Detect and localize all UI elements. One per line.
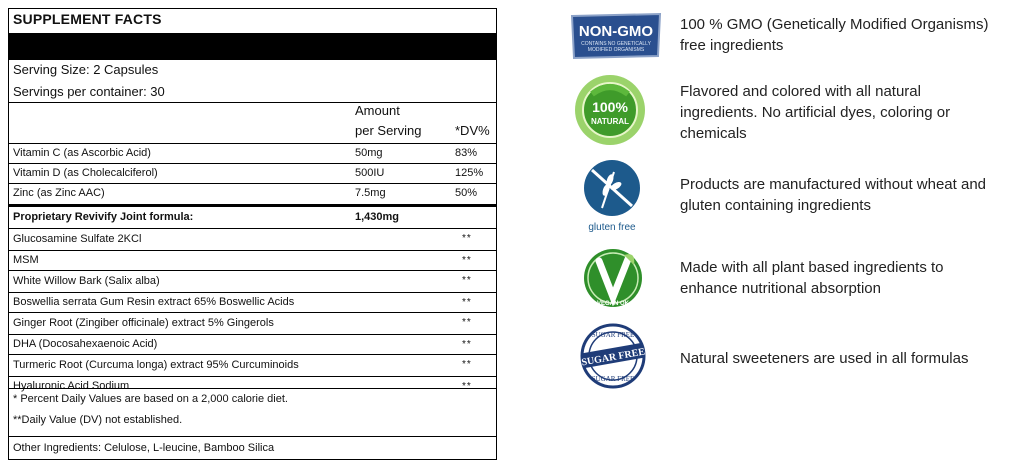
nutrient-name: Zinc (as Zinc AAC) [13, 187, 105, 199]
table-row: MSM ** [9, 250, 496, 270]
table-row: Zinc (as Zinc AAC) 7.5mg 50% [9, 183, 496, 203]
ingredient-name: Turmeric Root (Curcuma longa) extract 95… [13, 359, 299, 371]
ingredient-name: Ginger Root (Zingiber officinale) extrac… [13, 317, 274, 329]
table-row: White Willow Bark (Salix alba) ** [9, 270, 496, 292]
feature-line: enhance nutritional absorption [680, 280, 881, 297]
servings-per-container: Servings per container: 30 [13, 84, 165, 99]
feature-sugar-free: Natural sweeteners are used in all formu… [680, 348, 1020, 369]
ingredient-dv: ** [462, 255, 472, 266]
nutrient-name: Vitamin D (as Cholecalciferol) [13, 167, 158, 179]
feature-gluten-free: Products are manufactured without wheat … [680, 174, 1020, 216]
feature-line: gluten containing ingredients [680, 197, 871, 214]
ingredient-dv: ** [462, 359, 472, 370]
nutrient-dv: 83% [455, 147, 478, 159]
ingredient-name: White Willow Bark (Salix alba) [13, 275, 160, 287]
sugar-free-icon: SUGAR FREE SUGAR FREE SUGAR FREE [578, 322, 648, 390]
table-row: Glucosamine Sulfate 2KCl ** [9, 228, 496, 250]
table-row: Boswellia serrata Gum Resin extract 65% … [9, 292, 496, 312]
nutrient-dv: 50% [455, 187, 478, 199]
feature-line: Made with all plant based ingredients to [680, 259, 944, 276]
blend-amount: 1,430mg [355, 211, 400, 223]
feature-line: free ingredients [680, 37, 784, 54]
vegan-icon: VEGAN OK [582, 243, 644, 313]
feature-line: Flavored and colored with all natural [680, 83, 921, 100]
ingredient-name: Hyaluronic Acid Sodium [13, 380, 130, 392]
nutrient-amount: 50mg [355, 147, 383, 159]
ingredient-dv: ** [462, 381, 472, 392]
feature-line: 100 % GMO (Genetically Modified Organism… [680, 16, 989, 33]
svg-text:100%: 100% [592, 99, 628, 115]
feature-vegan: Made with all plant based ingredients to… [680, 257, 1020, 299]
divider [9, 102, 496, 103]
ingredient-name: DHA (Docosahexaenoic Acid) [13, 338, 158, 350]
ingredient-dv: ** [462, 339, 472, 350]
amount-header: Amount [355, 103, 400, 118]
svg-text:CONTAINS NO GENETICALLY: CONTAINS NO GENETICALLY [581, 41, 651, 47]
non-gmo-icon: NON-GMO CONTAINS NO GENETICALLY MODIFIED… [568, 10, 664, 62]
blend-header-row: Proprietary Revivify Joint formula: 1,43… [9, 204, 496, 226]
footnote-dv: * Percent Daily Values are based on a 2,… [13, 393, 288, 405]
other-ingredients: Other Ingredients: Celulose, L-leucine, … [13, 442, 275, 454]
svg-text:MODIFIED ORGANISMS: MODIFIED ORGANISMS [588, 47, 645, 53]
ingredient-name: Glucosamine Sulfate 2KCl [13, 233, 142, 245]
divider [9, 436, 496, 437]
ingredient-name: MSM [13, 254, 39, 266]
svg-text:SUGAR FREE: SUGAR FREE [592, 331, 635, 339]
feature-line: ingredients. No artificial dyes, colorin… [680, 104, 951, 121]
ingredient-dv: ** [462, 317, 472, 328]
svg-text:VEGAN OK: VEGAN OK [597, 301, 630, 307]
feature-non-gmo: 100 % GMO (Genetically Modified Organism… [680, 14, 1020, 56]
facts-title: SUPPLEMENT FACTS [13, 11, 162, 27]
table-row: Hyaluronic Acid Sodium ** [9, 376, 496, 396]
ingredient-dv: ** [462, 297, 472, 308]
ingredient-name: Boswellia serrata Gum Resin extract 65% … [13, 296, 295, 308]
table-row: Ginger Root (Zingiber officinale) extrac… [9, 312, 496, 334]
natural-icon: 100% NATURAL [572, 72, 648, 148]
nutrient-name: Vitamin C (as Ascorbic Acid) [13, 147, 151, 159]
footnote-not-established: **Daily Value (DV) not established. [13, 414, 183, 426]
gluten-free-icon: gluten free [580, 158, 644, 234]
table-row: Turmeric Root (Curcuma longa) extract 95… [9, 354, 496, 376]
nutrient-amount: 500IU [355, 167, 385, 179]
feature-line: Products are manufactured without wheat … [680, 176, 987, 193]
svg-text:gluten free: gluten free [588, 222, 636, 233]
blend-name: Proprietary Revivify Joint formula: [13, 211, 194, 223]
table-row: Vitamin C (as Ascorbic Acid) 50mg 83% [9, 143, 496, 163]
nutrient-dv: 125% [455, 167, 484, 179]
amount-header-per-serving: per Serving [355, 123, 422, 138]
feature-natural: Flavored and colored with all natural in… [680, 81, 1020, 144]
feature-line: chemicals [680, 125, 747, 142]
svg-text:NATURAL: NATURAL [591, 117, 629, 126]
table-row: Vitamin D (as Cholecalciferol) 500IU 125… [9, 163, 496, 183]
table-row: DHA (Docosahexaenoic Acid) ** [9, 334, 496, 354]
supplement-facts-panel: SUPPLEMENT FACTS Serving Size: 2 Capsule… [8, 8, 497, 460]
dv-header: *DV% [455, 123, 490, 138]
feature-line: Natural sweeteners are used in all formu… [680, 350, 969, 367]
svg-text:NON-GMO: NON-GMO [579, 23, 653, 40]
ingredient-dv: ** [462, 275, 472, 286]
facts-black-bar [9, 33, 496, 60]
divider [9, 388, 496, 389]
nutrient-amount: 7.5mg [355, 187, 386, 199]
ingredient-dv: ** [462, 233, 472, 244]
serving-size: Serving Size: 2 Capsules [13, 62, 159, 77]
svg-text:SUGAR FREE: SUGAR FREE [592, 375, 635, 383]
